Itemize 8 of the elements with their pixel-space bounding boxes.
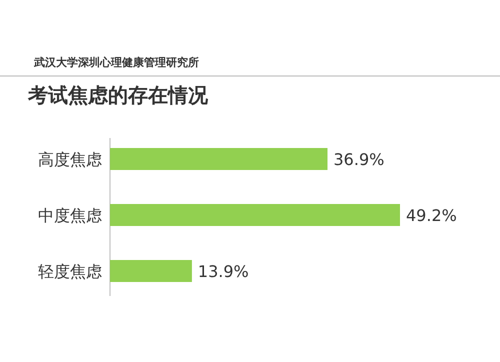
text: 武汉大学深圳心理健康管理研究所 <box>33 56 199 69</box>
data-label: 36.9% <box>334 150 384 169</box>
y-tick-label: 高度焦虑 <box>38 150 102 169</box>
chart-title: 考试焦虑的存在情况 <box>27 83 209 107</box>
y-tick-label: 轻度焦虑 <box>38 262 102 281</box>
data-label: 49.2% <box>406 206 457 225</box>
y-tick-label: 中度焦虑 <box>38 206 102 225</box>
data-label: 13.9% <box>198 262 249 281</box>
